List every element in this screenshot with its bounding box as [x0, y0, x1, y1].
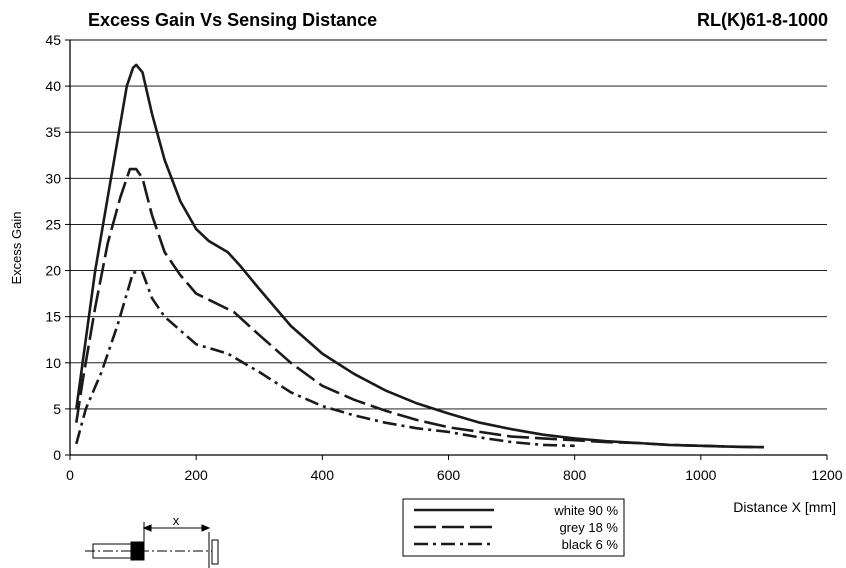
y-tick-label: 25	[45, 216, 61, 232]
legend: white 90 % grey 18 % black 6 %	[402, 498, 625, 557]
y-tick-label: 5	[53, 401, 61, 417]
y-tick-label: 0	[53, 447, 61, 463]
y-tick-label: 45	[45, 32, 61, 48]
x-tick-label: 600	[437, 467, 461, 483]
ticks: 0 5 10 15 20 25 30 35 40 45 0 200 400 600 800 1000 1200	[45, 32, 842, 483]
series-line-2	[75, 167, 764, 449]
legend-label-1: white 90 %	[553, 503, 618, 518]
x-tick-label: 200	[184, 467, 208, 483]
dimension-arrow-left	[142, 524, 152, 532]
y-tick-label: 10	[45, 355, 61, 371]
y-tick-label: 20	[45, 263, 61, 279]
x-tick-label: 1200	[811, 467, 842, 483]
x-tick-label: 800	[563, 467, 587, 483]
series-line-1	[75, 63, 764, 449]
legend-label-3: black 6 %	[562, 537, 619, 552]
x-tick-label: 400	[311, 467, 335, 483]
model-label: RL(K)61-8-1000	[696, 10, 828, 30]
y-tick-label: 15	[45, 309, 61, 325]
series	[75, 63, 764, 449]
chart-title: Excess Gain Vs Sensing Distance	[88, 10, 378, 30]
y-tick-label: 40	[45, 78, 61, 94]
legend-label-2: grey 18 %	[559, 520, 618, 535]
x-tick-label: 0	[66, 467, 74, 483]
dimension-x-label: x	[173, 513, 180, 528]
y-tick-label: 35	[45, 124, 61, 140]
dimension-arrow-right	[201, 524, 211, 532]
x-tick-label: 1000	[685, 467, 716, 483]
x-axis-label: Distance X [mm]	[733, 499, 836, 515]
series-line-3	[75, 271, 575, 448]
y-tick-label: 30	[45, 170, 61, 186]
reflector	[211, 539, 219, 565]
axes	[69, 40, 827, 456]
grid-lines	[70, 39, 827, 410]
legend-box	[402, 498, 625, 557]
sensor-diagram	[85, 522, 219, 568]
y-axis-label: Excess Gain	[9, 212, 24, 285]
